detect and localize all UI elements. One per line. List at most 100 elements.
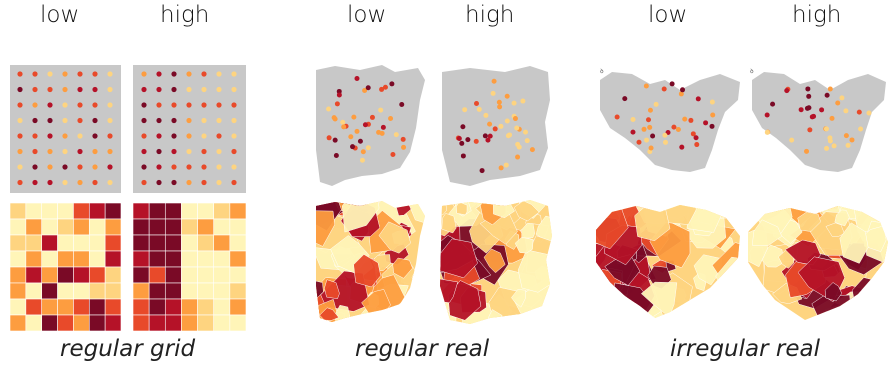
grid-cell	[88, 218, 106, 236]
regular-real-low-dots	[326, 75, 407, 163]
map-dot	[630, 129, 636, 135]
grid-cell	[181, 218, 198, 236]
panel2-low-label: low	[347, 2, 387, 28]
map-dot	[365, 85, 371, 91]
irregular-real-low-dots	[614, 81, 716, 155]
grid-dot	[201, 179, 207, 186]
map-dot	[819, 107, 825, 113]
grid-cell	[9, 314, 27, 332]
map-dot	[341, 124, 347, 130]
map-dot	[709, 99, 715, 105]
region-tile	[440, 200, 447, 216]
corner-mark: ꝺ	[600, 68, 604, 75]
grid-cell	[197, 314, 215, 332]
grid-low-dots	[17, 71, 113, 186]
grid-cell	[57, 282, 74, 300]
map-dot	[498, 165, 504, 171]
map-dot	[390, 151, 396, 157]
region-tile	[517, 249, 552, 293]
grid-dot	[171, 164, 177, 170]
grid-dot	[216, 148, 222, 155]
grid-dot	[216, 71, 222, 77]
grid-dot	[171, 86, 177, 93]
map-dot	[678, 91, 684, 97]
grid-cell	[181, 234, 198, 252]
map-dot	[376, 129, 382, 135]
region-tile	[751, 219, 783, 246]
grid-cell	[73, 250, 90, 268]
grid-dot	[186, 117, 192, 124]
grid-cell	[132, 218, 150, 236]
region-tile	[824, 282, 843, 302]
grid-dot	[156, 102, 162, 108]
grid-cell	[104, 282, 122, 300]
caption-regular-real: regular real	[355, 336, 490, 362]
grid-cell	[132, 234, 150, 252]
grid-cell	[164, 314, 182, 332]
map-dot	[680, 87, 686, 93]
grid-dot	[186, 102, 192, 108]
grid-cell	[73, 234, 90, 252]
grid-cell	[104, 298, 122, 316]
grid-cell	[164, 282, 182, 300]
grid-cell	[88, 250, 106, 268]
region-tile	[846, 300, 879, 320]
grid-dot	[141, 71, 147, 77]
grid-cell	[181, 314, 198, 332]
grid-dot	[231, 117, 237, 124]
grid-cell	[164, 234, 182, 252]
map-dot	[690, 131, 696, 137]
map-dot	[710, 112, 716, 118]
region-tile	[514, 236, 534, 254]
region-tile	[596, 279, 605, 296]
region-tile	[698, 290, 723, 318]
grid-dot	[47, 133, 53, 139]
grid-dot	[186, 133, 192, 139]
grid-cell	[88, 298, 106, 316]
grid-cell	[213, 282, 231, 300]
grid-dot	[216, 102, 222, 108]
regular-real-high-dots	[455, 78, 535, 174]
grid-dot	[107, 179, 113, 186]
grid-cell	[164, 218, 182, 236]
grid-dot	[186, 71, 192, 77]
map-dot	[512, 116, 518, 122]
grid-dot	[171, 179, 177, 186]
grid-cell	[213, 234, 231, 252]
grid-cell	[148, 266, 166, 284]
map-dot	[858, 126, 864, 132]
grid-dot	[231, 133, 237, 139]
map-dot	[648, 145, 654, 151]
grid-cell	[73, 202, 90, 220]
grid-high-dots	[141, 71, 237, 186]
grid-cell	[229, 314, 247, 332]
grid-dot	[107, 148, 113, 155]
grid-cell	[181, 250, 198, 268]
grid-cell	[132, 314, 150, 332]
grid-dot	[62, 148, 68, 155]
grid-dot	[231, 86, 237, 93]
map-dot	[456, 135, 462, 141]
grid-dot	[171, 133, 177, 139]
irregular-real-low-choropleth	[596, 205, 740, 318]
grid-cell	[148, 314, 166, 332]
grid-dot	[47, 117, 53, 124]
grid-cell	[104, 202, 122, 220]
grid-cell	[88, 282, 106, 300]
grid-dot	[17, 179, 23, 186]
grid-dot	[231, 102, 237, 108]
map-dot	[359, 157, 365, 163]
grid-cell	[25, 266, 43, 284]
map-dot	[839, 95, 845, 101]
map-dot	[703, 120, 709, 126]
grid-cell	[41, 266, 58, 284]
grid-dot	[141, 164, 147, 170]
grid-dot	[107, 133, 113, 139]
map-dot	[694, 142, 700, 148]
map-dot	[388, 115, 394, 121]
grid-cell	[229, 202, 247, 220]
grid-cell	[213, 218, 231, 236]
regular-real-high-choropleth	[440, 200, 552, 324]
grid-cell	[9, 218, 27, 236]
grid-cell	[25, 218, 43, 236]
